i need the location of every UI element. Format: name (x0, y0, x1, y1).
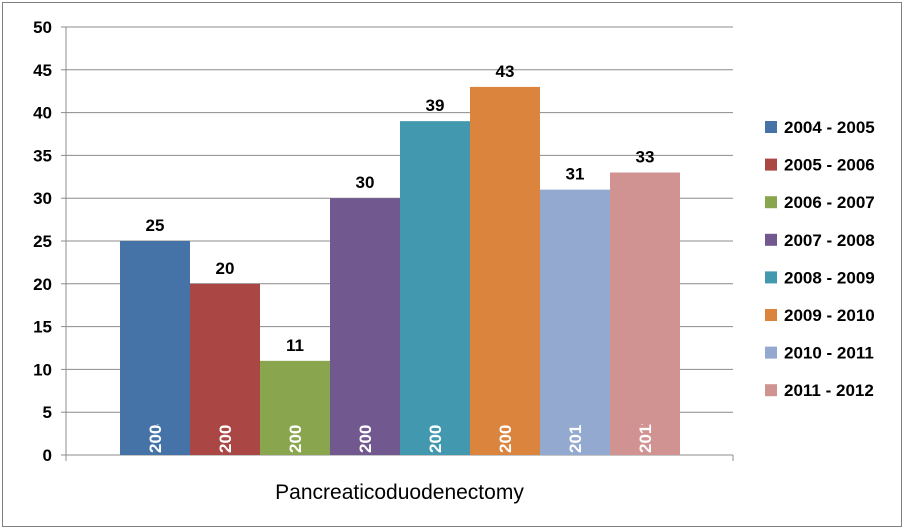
bar-value-label: 33 (636, 148, 655, 167)
legend-swatch (765, 233, 777, 246)
legend-swatch (765, 196, 777, 209)
legend-label: 2010 - 2011 (784, 344, 874, 363)
bar-group: 39 2008 - 2009 (400, 96, 470, 455)
legend-item: 2005 - 2006 (765, 156, 875, 175)
bar-category-label: 2011 - 2012 (636, 363, 655, 453)
legend-swatch (765, 346, 777, 359)
y-tick-label: 50 (33, 18, 52, 37)
y-tick-label: 0 (43, 446, 52, 465)
y-tick-label: 15 (33, 318, 52, 337)
bar (190, 283, 260, 455)
legend-item: 2011 - 2012 (765, 381, 874, 400)
bar-category-label: 2009 - 2010 (496, 362, 515, 453)
legend-label: 2011 - 2012 (784, 381, 874, 400)
bar (610, 172, 680, 455)
bar-category-label: 2006 - 2007 (286, 362, 305, 453)
bar (330, 198, 400, 455)
bar-group: 25 2004 - 2005 (120, 216, 190, 455)
legend-item: 2007 - 2008 (765, 231, 875, 250)
bar (400, 121, 470, 455)
bar-value-label: 25 (146, 216, 165, 235)
y-tick-label: 10 (33, 360, 52, 379)
legend-swatch (765, 309, 777, 321)
bar-category-label: 2010 - 2011 (566, 363, 585, 453)
bar-group: 33 2011 - 2012 (610, 148, 680, 455)
legend-label: 2009 - 2010 (784, 306, 875, 325)
y-tick-label: 20 (33, 275, 52, 294)
y-tick-label: 45 (33, 61, 52, 80)
bar-value-label: 30 (356, 173, 375, 192)
legend: 2004 - 2005 2005 - 2006 2006 - 2007 2007 - … (765, 118, 875, 400)
bar-category-label: 2004 - 2005 (146, 362, 165, 453)
y-tick-label: 35 (33, 146, 52, 165)
legend-item: 2008 - 2009 (765, 268, 875, 287)
legend-label: 2008 - 2009 (784, 268, 875, 287)
bar-value-label: 11 (286, 336, 304, 355)
bar-value-label: 39 (426, 96, 445, 115)
bar-category-label: 2008 - 2009 (426, 362, 445, 453)
legend-swatch (765, 158, 777, 171)
legend-swatch (765, 271, 777, 284)
bar-group: 43 2009 - 2010 (470, 62, 540, 456)
y-tick-label: 40 (33, 104, 52, 123)
legend-item: 2006 - 2007 (765, 193, 875, 212)
bar-value-label: 43 (496, 62, 515, 81)
bar-category-label: 2007 - 2008 (356, 362, 375, 453)
bar-chart: 0 5 10 15 20 25 30 35 40 45 50 25 2004 - 2005 20 2005… (33, 18, 875, 504)
legend-label: 2007 - 2008 (784, 231, 875, 250)
bar-value-label: 20 (216, 259, 235, 278)
bar (120, 241, 190, 455)
bar (470, 86, 540, 456)
x-axis-title: Pancreaticoduodenectomy (275, 481, 524, 504)
bar-group: 20 2005 - 2006 (190, 259, 260, 455)
y-tick-label: 25 (33, 232, 52, 251)
bar-group: 30 2007 - 2008 (330, 173, 400, 455)
bar (540, 189, 610, 455)
legend-swatch (765, 384, 777, 397)
legend-label: 2006 - 2007 (784, 193, 875, 212)
legend-item: 2004 - 2005 (765, 118, 875, 137)
y-tick-label: 30 (33, 189, 52, 208)
bar-category-label: 2005 - 2006 (216, 362, 235, 453)
bar-group: 31 2010 - 2011 (540, 165, 610, 455)
legend-label: 2005 - 2006 (784, 156, 875, 175)
legend-label: 2004 - 2005 (784, 118, 875, 137)
legend-swatch (765, 121, 777, 133)
bar (260, 360, 330, 455)
bars: 25 2004 - 2005 20 2005 - 2006 11 2006 - 2007 3… (120, 62, 680, 456)
legend-item: 2010 - 2011 (765, 344, 874, 363)
bar-group: 11 2006 - 2007 (260, 336, 330, 455)
legend-item: 2009 - 2010 (765, 306, 875, 325)
y-tick-label: 5 (43, 403, 52, 422)
bar-value-label: 31 (566, 165, 585, 184)
